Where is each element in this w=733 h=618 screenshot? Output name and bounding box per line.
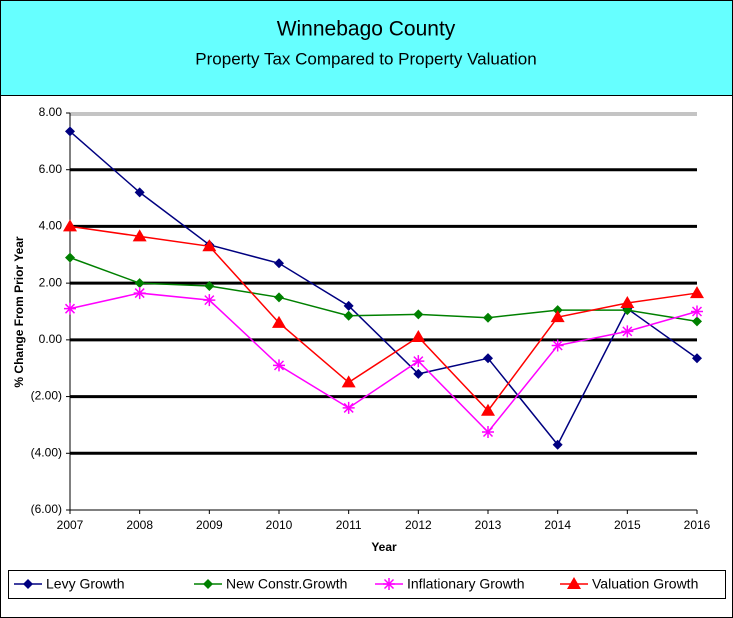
y-tick-label: (4.00): [31, 445, 62, 459]
marker: [134, 187, 145, 198]
legend-label: Inflationary Growth: [407, 576, 525, 592]
marker: [273, 359, 285, 372]
marker: [692, 353, 702, 364]
legend-label: Valuation Growth: [592, 576, 698, 592]
marker: [552, 439, 563, 450]
x-tick-label: 2015: [614, 518, 641, 532]
marker: [343, 300, 354, 311]
x-tick-label: 2014: [544, 518, 571, 532]
marker: [274, 258, 284, 269]
legend-marker: [567, 577, 581, 589]
marker: [691, 305, 703, 318]
marker: [65, 252, 75, 263]
x-axis-label: Year: [371, 540, 397, 554]
chart-title: Winnebago County: [277, 18, 456, 41]
y-tick-label: 0.00: [39, 332, 63, 346]
x-tick-label: 2007: [57, 518, 84, 532]
marker: [133, 287, 146, 300]
series-line: [69, 130, 698, 447]
y-tick-label: 6.00: [39, 162, 63, 176]
marker: [482, 426, 494, 439]
header: [0, 0, 733, 96]
legend: [8, 570, 726, 599]
marker: [341, 375, 356, 388]
marker: [63, 219, 77, 232]
marker: [412, 355, 425, 368]
x-tick-label: 2010: [266, 518, 293, 532]
series-line: [69, 292, 698, 434]
marker: [204, 280, 215, 291]
marker: [483, 353, 493, 364]
marker: [203, 294, 216, 307]
y-tick-label: 8.00: [39, 105, 63, 119]
x-tick-label: 2013: [475, 518, 502, 532]
marker: [621, 325, 634, 338]
legend-marker: [23, 579, 33, 589]
chart-subtitle: Property Tax Compared to Property Valuat…: [195, 49, 536, 68]
marker: [274, 292, 284, 303]
marker: [202, 239, 217, 252]
marker: [413, 368, 424, 379]
marker: [620, 295, 635, 308]
marker: [411, 330, 426, 343]
legend-marker: [203, 579, 213, 589]
marker: [413, 309, 424, 320]
marker: [690, 286, 704, 299]
marker: [481, 403, 495, 416]
x-tick-label: 2009: [196, 518, 223, 532]
marker: [132, 229, 147, 242]
series-line: [69, 225, 698, 412]
x-tick-label: 2012: [405, 518, 432, 532]
y-tick-label: 4.00: [39, 219, 63, 233]
marker: [343, 310, 354, 321]
y-axis-label: % Change From Prior Year: [12, 236, 26, 387]
marker: [342, 401, 355, 414]
legend-label: Levy Growth: [46, 576, 125, 592]
marker: [64, 302, 76, 315]
x-tick-label: 2008: [126, 518, 153, 532]
marker: [550, 310, 565, 323]
marker: [134, 278, 145, 289]
y-tick-label: (6.00): [31, 502, 62, 516]
marker: [65, 126, 75, 137]
x-tick-label: 2011: [336, 518, 362, 532]
legend-label: New Constr.Growth: [226, 576, 347, 592]
y-tick-label: (2.00): [31, 389, 62, 403]
x-tick-label: 2016: [684, 518, 711, 532]
marker: [552, 305, 563, 316]
marker: [483, 312, 493, 323]
legend-marker: [383, 578, 395, 590]
marker: [692, 316, 702, 327]
marker: [551, 339, 564, 352]
marker: [272, 315, 286, 328]
y-tick-label: 2.00: [39, 275, 63, 289]
